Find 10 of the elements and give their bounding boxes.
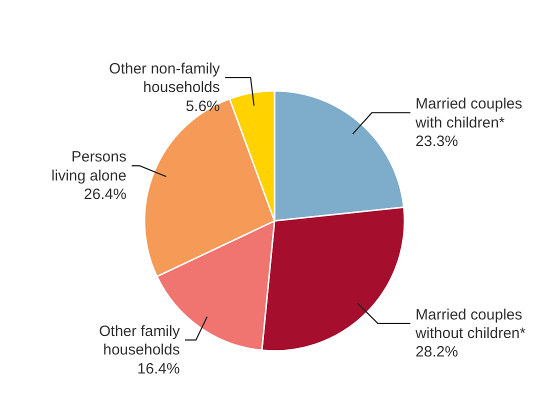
data-label: 23.3% <box>416 132 458 150</box>
data-label: 28.2% <box>416 344 458 361</box>
slice-label: Other family households <box>99 322 180 359</box>
slice-label: Married couples without children* <box>414 306 526 342</box>
slice-label: Persons living alone <box>51 148 126 184</box>
data-label: 16.4% <box>137 360 180 378</box>
data-label: 26.4% <box>84 186 126 204</box>
data-label: 5.6% <box>186 98 220 115</box>
slice-label: Other non-family households <box>109 60 220 96</box>
slice-label: Married couples with children* <box>414 96 522 132</box>
